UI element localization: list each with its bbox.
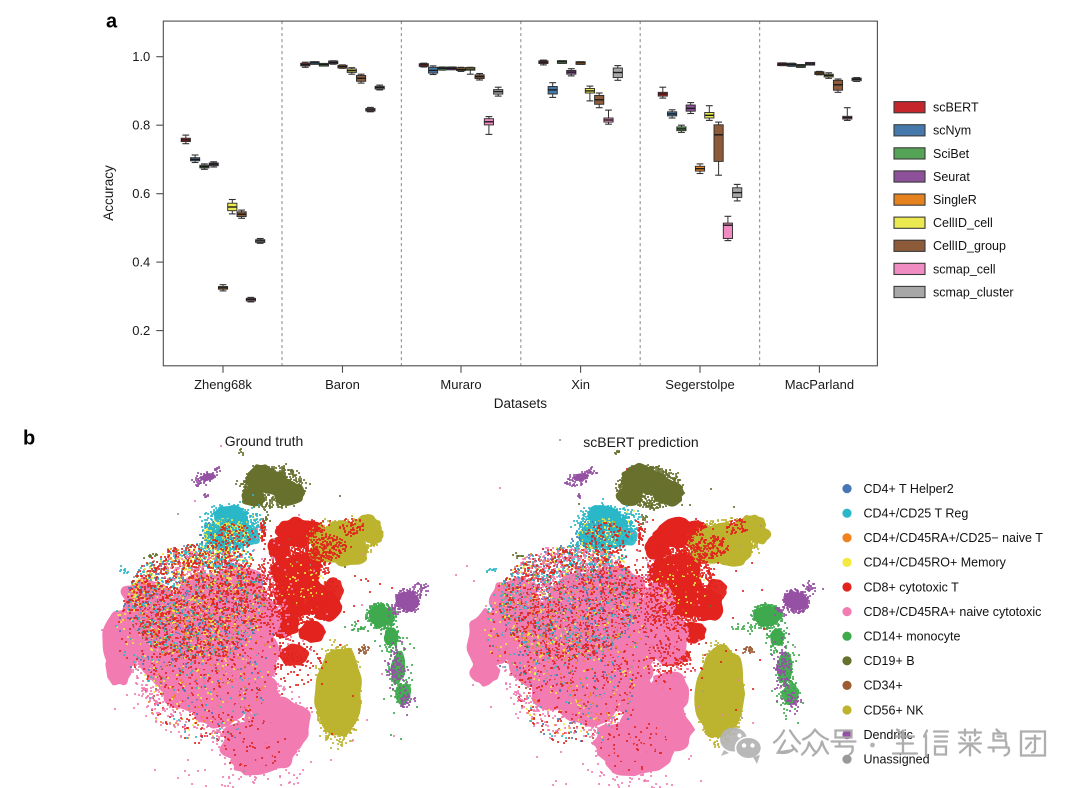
svg-text:Unassigned: Unassigned bbox=[864, 753, 930, 767]
svg-text:CD4+ T Helper2: CD4+ T Helper2 bbox=[864, 482, 954, 496]
svg-text:SciBet: SciBet bbox=[933, 147, 970, 161]
svg-text:Segerstolpe: Segerstolpe bbox=[665, 377, 734, 392]
svg-text:Dendritic: Dendritic bbox=[864, 728, 913, 742]
svg-text:scmap_cell: scmap_cell bbox=[933, 262, 996, 276]
svg-text:b: b bbox=[23, 428, 35, 450]
svg-text:Seurat: Seurat bbox=[933, 170, 970, 184]
svg-text:1.0: 1.0 bbox=[132, 49, 150, 64]
svg-text:0.4: 0.4 bbox=[132, 255, 150, 270]
svg-text:SingleR: SingleR bbox=[933, 193, 977, 207]
svg-text:CD19+ B: CD19+ B bbox=[864, 654, 915, 668]
svg-text:Zheng68k: Zheng68k bbox=[194, 377, 252, 392]
svg-text:0.6: 0.6 bbox=[132, 186, 150, 201]
svg-text:Datasets: Datasets bbox=[494, 396, 548, 411]
svg-text:Accuracy: Accuracy bbox=[101, 165, 116, 221]
svg-text:a: a bbox=[106, 11, 118, 33]
svg-text:MacParland: MacParland bbox=[785, 377, 854, 392]
svg-text:CellID_cell: CellID_cell bbox=[933, 216, 993, 230]
svg-text:CD4+/CD25 T Reg: CD4+/CD25 T Reg bbox=[864, 507, 969, 521]
svg-text:Ground truth: Ground truth bbox=[225, 433, 304, 449]
svg-text:Baron: Baron bbox=[325, 377, 360, 392]
svg-text:CellID_group: CellID_group bbox=[933, 239, 1006, 253]
svg-text:scBERT: scBERT bbox=[933, 101, 979, 115]
svg-text:CD4+/CD45RA+/CD25− naive T: CD4+/CD45RA+/CD25− naive T bbox=[864, 531, 1044, 545]
svg-text:0.2: 0.2 bbox=[132, 323, 150, 338]
svg-text:0.8: 0.8 bbox=[132, 118, 150, 133]
svg-text:CD56+ NK: CD56+ NK bbox=[864, 703, 925, 717]
svg-text:CD8+/CD45RA+ naive cytotoxic: CD8+/CD45RA+ naive cytotoxic bbox=[864, 605, 1042, 619]
svg-text:scNym: scNym bbox=[933, 124, 971, 138]
svg-text:CD14+ monocyte: CD14+ monocyte bbox=[864, 630, 961, 644]
svg-text:Muraro: Muraro bbox=[440, 377, 481, 392]
svg-text:CD4+/CD45RO+ Memory: CD4+/CD45RO+ Memory bbox=[864, 556, 1007, 570]
svg-text:CD34+: CD34+ bbox=[864, 679, 903, 693]
svg-text:scBERT prediction: scBERT prediction bbox=[583, 434, 698, 450]
svg-text:scmap_cluster: scmap_cluster bbox=[933, 285, 1014, 299]
svg-text:CD8+ cytotoxic T: CD8+ cytotoxic T bbox=[864, 580, 960, 594]
svg-text:Xin: Xin bbox=[571, 377, 590, 392]
